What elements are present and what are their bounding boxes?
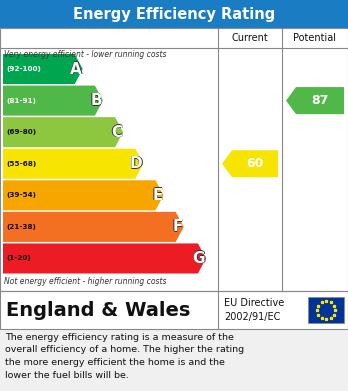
Text: Potential: Potential	[293, 33, 337, 43]
Text: E: E	[153, 188, 163, 203]
Polygon shape	[3, 180, 164, 210]
Text: (92-100): (92-100)	[6, 66, 41, 72]
Text: F: F	[172, 219, 182, 234]
Text: A: A	[70, 61, 82, 76]
Text: G: G	[193, 251, 205, 266]
Text: C: C	[111, 125, 122, 140]
Polygon shape	[286, 87, 344, 114]
Polygon shape	[3, 244, 206, 273]
Text: G: G	[192, 251, 204, 266]
Text: E: E	[152, 188, 162, 203]
Text: A: A	[70, 61, 81, 77]
Text: G: G	[192, 251, 205, 266]
Text: C: C	[110, 125, 121, 140]
Text: (81-91): (81-91)	[6, 98, 36, 104]
Text: The energy efficiency rating is a measure of the
overall efficiency of a home. T: The energy efficiency rating is a measur…	[5, 333, 244, 380]
Polygon shape	[3, 212, 184, 242]
Text: C: C	[111, 125, 122, 140]
Text: D: D	[130, 156, 142, 171]
Polygon shape	[3, 54, 83, 84]
Text: E: E	[152, 188, 163, 203]
Text: D: D	[130, 157, 142, 172]
Text: (69-80): (69-80)	[6, 129, 36, 135]
Text: EU Directive
2002/91/EC: EU Directive 2002/91/EC	[224, 298, 284, 322]
Text: (21-38): (21-38)	[6, 224, 36, 230]
Polygon shape	[3, 86, 103, 116]
Text: 87: 87	[311, 94, 329, 107]
Text: D: D	[130, 156, 143, 171]
Text: (1-20): (1-20)	[6, 255, 31, 262]
Text: (39-54): (39-54)	[6, 192, 36, 198]
Text: C: C	[111, 125, 122, 140]
Text: F: F	[173, 219, 183, 234]
Text: Very energy efficient - lower running costs: Very energy efficient - lower running co…	[4, 50, 166, 59]
Text: F: F	[172, 220, 183, 235]
Text: A: A	[70, 62, 82, 77]
Polygon shape	[3, 149, 143, 179]
Polygon shape	[3, 117, 123, 147]
Polygon shape	[222, 150, 278, 177]
Text: E: E	[152, 187, 163, 202]
Text: (55-68): (55-68)	[6, 161, 36, 167]
Text: C: C	[111, 124, 122, 139]
Text: D: D	[129, 156, 142, 171]
Text: B: B	[90, 93, 102, 108]
Text: B: B	[90, 93, 102, 109]
Text: F: F	[172, 219, 183, 234]
Text: E: E	[152, 188, 163, 203]
Text: 60: 60	[246, 157, 264, 170]
Text: D: D	[130, 156, 142, 171]
Text: Current: Current	[232, 33, 268, 43]
Text: G: G	[192, 251, 205, 266]
Text: Energy Efficiency Rating: Energy Efficiency Rating	[73, 7, 275, 22]
Text: A: A	[70, 61, 82, 77]
Bar	[308, 297, 344, 323]
Text: England & Wales: England & Wales	[6, 301, 190, 319]
Bar	[0, 291, 348, 329]
Text: B: B	[90, 93, 102, 108]
Bar	[0, 28, 348, 291]
Text: B: B	[90, 93, 101, 108]
Text: G: G	[192, 251, 205, 265]
Text: F: F	[172, 219, 183, 234]
Text: B: B	[91, 93, 102, 108]
Bar	[0, 0, 348, 28]
Bar	[0, 291, 348, 329]
Text: Not energy efficient - higher running costs: Not energy efficient - higher running co…	[4, 277, 166, 286]
Bar	[0, 28, 348, 291]
Text: A: A	[70, 61, 82, 77]
